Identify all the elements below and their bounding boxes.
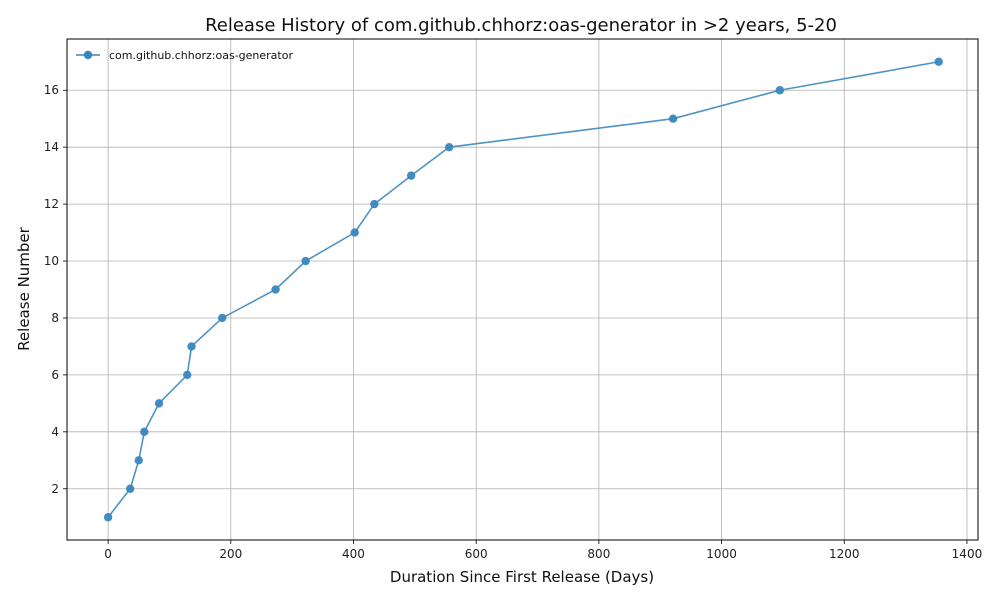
data-point (668, 114, 678, 123)
legend-label: com.github.chhorz:oas-generator (109, 49, 293, 62)
data-point (134, 456, 143, 465)
y-axis: 2 4 6 8 10 12 14 16 (44, 83, 67, 496)
data-point (775, 86, 785, 95)
data-point (370, 199, 379, 209)
data-point (187, 342, 196, 351)
x-tick-label: 1400 (952, 547, 983, 561)
data-point (271, 285, 280, 294)
data-point (140, 427, 149, 437)
y-tick-label: 2 (51, 482, 59, 496)
x-tick-label: 1000 (706, 547, 737, 561)
y-tick-label: 14 (44, 140, 59, 154)
x-axis-title: Duration Since First Release (Days) (390, 568, 654, 586)
data-point (125, 484, 135, 493)
x-tick-label: 0 (104, 547, 112, 561)
x-axis: 0 200 400 600 800 1000 1200 1400 (104, 540, 982, 561)
chart-title: Release History of com.github.chhorz:oas… (205, 15, 837, 36)
series-layer (103, 57, 943, 522)
x-tick-label: 200 (219, 547, 242, 561)
data-point (301, 256, 310, 266)
plot-frame (66, 38, 979, 541)
x-tick-label: 400 (342, 547, 365, 561)
y-tick-label: 6 (51, 368, 59, 382)
x-tick-label: 800 (587, 547, 610, 561)
data-point (103, 513, 113, 522)
x-tick-label: 600 (465, 547, 488, 561)
legend-marker (83, 50, 93, 60)
y-tick-label: 10 (44, 254, 59, 268)
y-axis-title: Release Number (15, 226, 33, 350)
y-tick-label: 4 (51, 425, 59, 439)
y-tick-label: 16 (44, 83, 59, 97)
data-point (934, 57, 943, 66)
y-tick-label: 8 (51, 311, 59, 325)
data-point (444, 142, 454, 152)
data-point (350, 228, 359, 237)
data-point (218, 313, 227, 323)
data-point (154, 399, 164, 408)
data-point (406, 171, 416, 180)
grid (67, 39, 978, 540)
data-point (183, 370, 192, 380)
y-tick-label: 12 (44, 197, 59, 211)
legend: com.github.chhorz:oas-generator (76, 49, 293, 62)
x-tick-label: 1200 (829, 547, 860, 561)
